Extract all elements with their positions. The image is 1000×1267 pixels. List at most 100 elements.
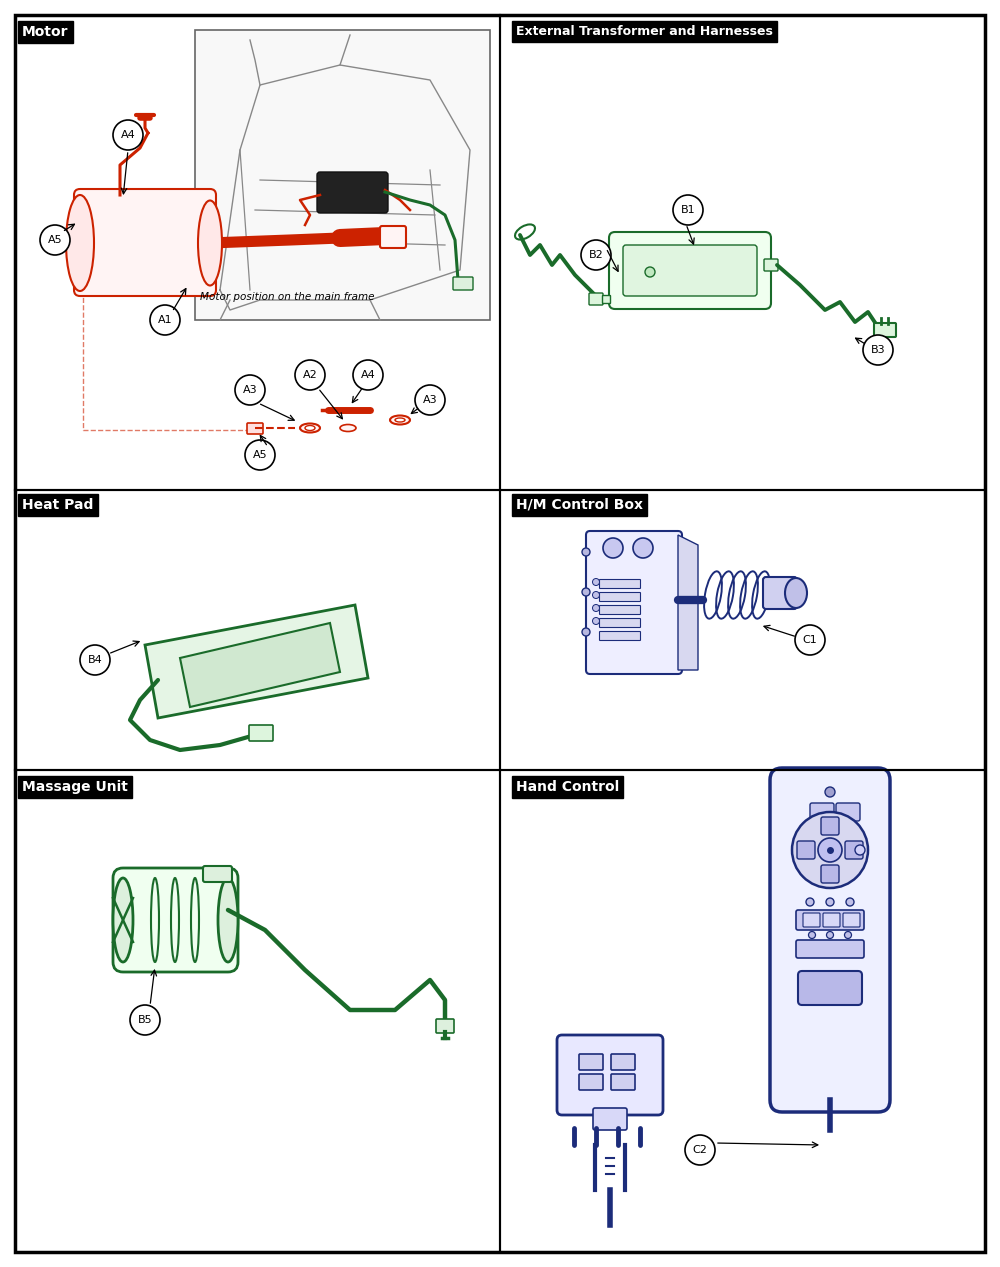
FancyBboxPatch shape [593,1109,627,1130]
Text: A5: A5 [48,234,62,245]
Circle shape [645,267,655,277]
Circle shape [673,195,703,226]
FancyBboxPatch shape [600,631,640,641]
Ellipse shape [390,416,410,424]
Circle shape [855,845,865,855]
FancyBboxPatch shape [803,914,820,927]
FancyBboxPatch shape [453,277,473,290]
FancyBboxPatch shape [557,1035,663,1115]
Text: B3: B3 [871,345,885,355]
Circle shape [582,588,590,595]
Circle shape [818,837,842,862]
FancyBboxPatch shape [74,189,216,296]
Ellipse shape [340,424,356,432]
FancyBboxPatch shape [589,293,603,305]
Text: A3: A3 [423,395,437,405]
Polygon shape [678,535,698,670]
Ellipse shape [198,200,222,285]
Text: Motor: Motor [22,25,68,39]
FancyBboxPatch shape [579,1054,603,1071]
FancyBboxPatch shape [810,803,834,821]
FancyBboxPatch shape [798,971,862,1005]
FancyBboxPatch shape [600,593,640,602]
Text: B1: B1 [681,205,695,215]
Ellipse shape [113,878,133,962]
Circle shape [592,592,600,598]
Ellipse shape [218,878,238,962]
Ellipse shape [300,423,320,432]
FancyBboxPatch shape [602,295,610,304]
Text: A2: A2 [303,370,317,380]
FancyBboxPatch shape [600,618,640,627]
FancyBboxPatch shape [796,910,864,930]
FancyBboxPatch shape [623,245,757,296]
Circle shape [130,1005,160,1035]
Circle shape [235,375,265,405]
Circle shape [844,931,852,939]
Circle shape [603,538,623,557]
Circle shape [245,440,275,470]
FancyBboxPatch shape [249,725,273,741]
Circle shape [685,1135,715,1164]
FancyBboxPatch shape [380,226,406,248]
Text: H/M Control Box: H/M Control Box [516,498,643,512]
Ellipse shape [395,418,405,422]
Circle shape [581,239,611,270]
FancyBboxPatch shape [247,423,263,435]
Circle shape [592,617,600,625]
Text: B5: B5 [138,1015,152,1025]
FancyBboxPatch shape [797,841,815,859]
Circle shape [792,812,868,888]
Ellipse shape [305,426,315,431]
FancyBboxPatch shape [821,865,839,883]
Circle shape [826,931,834,939]
FancyBboxPatch shape [113,868,238,972]
Circle shape [582,628,590,636]
FancyBboxPatch shape [845,841,863,859]
Bar [195,30,490,321]
Text: A5: A5 [253,450,267,460]
FancyBboxPatch shape [611,1054,635,1071]
Text: Heat Pad: Heat Pad [22,498,93,512]
Ellipse shape [66,195,94,291]
Circle shape [592,604,600,612]
FancyBboxPatch shape [821,817,839,835]
Polygon shape [180,623,340,707]
FancyBboxPatch shape [796,940,864,958]
Circle shape [40,226,70,255]
Circle shape [582,549,590,556]
Text: B2: B2 [589,250,603,260]
FancyBboxPatch shape [764,258,778,271]
Circle shape [806,898,814,906]
FancyBboxPatch shape [317,172,388,213]
Text: A1: A1 [158,315,172,326]
FancyBboxPatch shape [874,323,896,337]
FancyBboxPatch shape [770,768,890,1112]
Ellipse shape [785,578,807,608]
FancyBboxPatch shape [203,867,232,882]
Text: Motor position on the main frame: Motor position on the main frame [200,291,374,302]
Circle shape [415,385,445,416]
Circle shape [633,538,653,557]
Text: C1: C1 [803,635,817,645]
Circle shape [150,305,180,334]
Circle shape [795,625,825,655]
Circle shape [863,334,893,365]
Circle shape [846,898,854,906]
Text: B4: B4 [88,655,102,665]
FancyBboxPatch shape [836,803,860,821]
Circle shape [295,360,325,390]
Circle shape [80,645,110,675]
FancyBboxPatch shape [763,576,797,609]
FancyBboxPatch shape [600,579,640,588]
Circle shape [826,898,834,906]
FancyBboxPatch shape [611,1074,635,1090]
Text: Massage Unit: Massage Unit [22,780,128,794]
Text: A4: A4 [361,370,375,380]
FancyBboxPatch shape [586,531,682,674]
FancyBboxPatch shape [823,914,840,927]
Text: A4: A4 [121,131,135,139]
Text: External Transformer and Harnesses: External Transformer and Harnesses [516,25,773,38]
Circle shape [592,579,600,585]
FancyBboxPatch shape [843,914,860,927]
